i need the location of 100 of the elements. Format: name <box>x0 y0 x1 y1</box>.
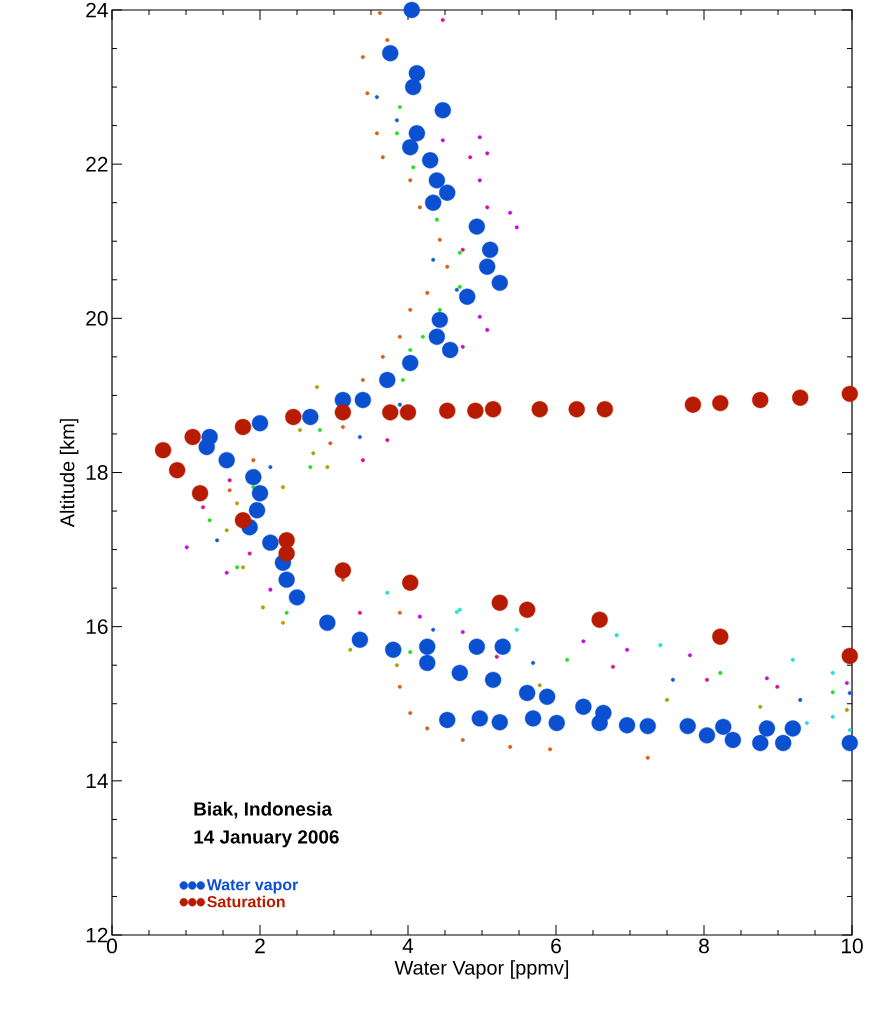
point <box>514 225 519 230</box>
point <box>385 38 390 43</box>
point <box>596 401 614 418</box>
point <box>491 594 508 611</box>
point <box>234 512 252 529</box>
point <box>340 577 345 582</box>
point <box>484 401 502 418</box>
point <box>328 441 333 446</box>
point <box>280 485 285 490</box>
x-tick-label: 2 <box>255 938 265 954</box>
point <box>591 611 608 628</box>
point <box>374 95 379 100</box>
point <box>168 462 186 479</box>
point <box>477 178 482 183</box>
point <box>397 610 402 615</box>
point <box>311 451 316 456</box>
point <box>712 628 729 645</box>
point <box>460 630 465 635</box>
point <box>382 404 399 421</box>
point <box>437 237 442 242</box>
point <box>477 135 482 140</box>
point <box>397 334 402 339</box>
annotation: 14 January 2006 <box>194 830 339 848</box>
point <box>844 680 849 685</box>
point <box>251 458 256 463</box>
point <box>191 485 209 502</box>
point <box>357 610 362 615</box>
point <box>431 257 436 262</box>
point <box>280 620 285 625</box>
point <box>830 690 835 695</box>
point <box>718 670 723 675</box>
point <box>314 384 319 389</box>
point <box>798 697 803 702</box>
y-tick-label: 14 <box>86 773 108 789</box>
point <box>704 677 709 682</box>
point <box>408 307 413 312</box>
point <box>537 683 542 688</box>
legend-label: Water vapor <box>206 879 299 894</box>
point <box>268 587 273 592</box>
point <box>365 91 370 96</box>
x-axis-title: Water Vapor [ppmv] <box>394 960 569 979</box>
point <box>224 570 229 575</box>
point <box>847 727 852 732</box>
point <box>844 707 849 712</box>
y-tick-label: 18 <box>86 465 108 480</box>
annotation: Biak, Indonesia <box>194 801 333 819</box>
point <box>334 404 352 421</box>
point <box>268 465 273 470</box>
point <box>408 347 413 352</box>
point <box>154 441 172 459</box>
point <box>334 562 352 579</box>
point <box>460 737 465 742</box>
point <box>494 654 499 659</box>
point <box>477 314 482 319</box>
y-axis-title: Altitude [km] <box>59 419 79 528</box>
x-tick-label: 6 <box>551 938 561 954</box>
point <box>408 178 413 183</box>
point <box>830 670 835 675</box>
point <box>297 428 302 433</box>
point <box>439 402 456 419</box>
point <box>792 389 809 406</box>
point <box>565 657 570 662</box>
point <box>394 118 399 123</box>
point <box>841 385 858 403</box>
point <box>758 704 763 709</box>
point <box>684 396 702 413</box>
point <box>425 726 430 731</box>
point <box>752 391 769 409</box>
point <box>234 418 252 436</box>
point <box>227 478 232 483</box>
point <box>611 664 615 669</box>
point <box>357 435 362 440</box>
point <box>227 488 232 493</box>
point <box>440 138 445 143</box>
point <box>775 684 780 689</box>
point <box>377 11 382 16</box>
point <box>581 639 586 644</box>
point <box>278 532 295 549</box>
point <box>485 205 490 210</box>
point <box>434 217 439 222</box>
x-tick-label: 4 <box>402 938 414 953</box>
point <box>508 210 513 215</box>
legend-label: Saturation <box>207 895 285 908</box>
x-tick-label: 0 <box>107 938 117 954</box>
point <box>235 501 240 506</box>
point <box>457 607 462 612</box>
point <box>440 18 445 22</box>
point <box>374 131 379 136</box>
point <box>247 551 252 556</box>
point <box>485 327 490 332</box>
point <box>360 55 365 59</box>
y-tick-label: 12 <box>86 927 108 943</box>
point <box>830 714 835 719</box>
point <box>260 605 265 610</box>
point <box>385 590 390 595</box>
point <box>184 428 201 446</box>
point <box>841 647 858 665</box>
point <box>445 264 450 269</box>
point <box>380 354 385 359</box>
x-tick-label: 8 <box>699 938 709 954</box>
